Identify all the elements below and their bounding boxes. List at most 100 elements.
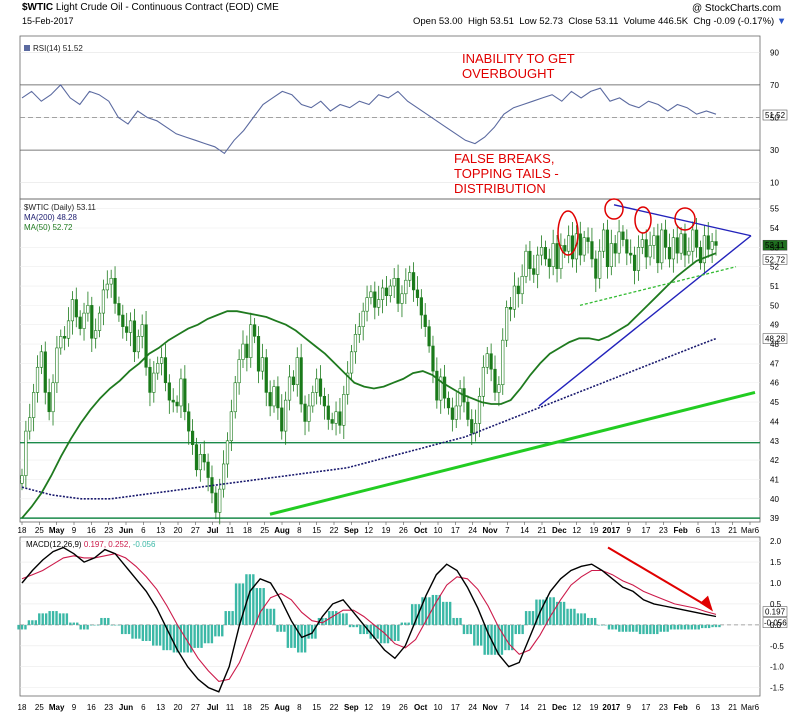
macd-hist-bar [528, 611, 531, 625]
x-tick-label: Oct [414, 526, 428, 535]
macd-hist-bar [469, 624, 473, 635]
macd-hist-bar [31, 620, 34, 625]
candle-body [249, 324, 253, 358]
candle-body [113, 277, 117, 304]
price-legend-symbol: $WTIC (Daily) 53.11 [24, 203, 96, 212]
macd-hist-bar [393, 624, 397, 641]
macd-hist-bar [269, 608, 272, 625]
macd-hist-bar [535, 599, 538, 625]
x-tick-label: 14 [520, 526, 529, 535]
macd-hist-bar [400, 622, 404, 625]
macd-hist-bar [386, 624, 390, 644]
macd-signal-line [21, 553, 717, 682]
macd-hist-bar [138, 624, 141, 639]
macd-hist-bar [117, 624, 120, 626]
x-tick-label: 24 [468, 526, 477, 535]
x-tick-label: 18 [18, 703, 27, 712]
candle-body [660, 229, 664, 264]
chg-label: Chg [693, 16, 711, 27]
last-close-value: 53.11 [765, 241, 785, 250]
macd-hist-bar [131, 624, 134, 639]
candle-body [508, 307, 513, 310]
macd-hist-bar [576, 613, 580, 625]
macd-hist-bar [200, 624, 203, 648]
macd-hist-bar [545, 597, 549, 625]
candle-body [435, 370, 439, 401]
macd-hist-bar [480, 624, 483, 646]
x-tick-label: 9 [72, 703, 77, 712]
candle-body [470, 419, 474, 434]
macd-hist-bar [714, 624, 718, 628]
macd-hist-bar [162, 624, 165, 651]
x-tick-label: Feb [674, 703, 688, 712]
candle-body [431, 345, 435, 372]
macd-hist-bar [276, 624, 279, 632]
x-tick-label: Sep [344, 526, 359, 535]
macd-hist-bar [155, 624, 158, 646]
macd-hist-bar [476, 624, 479, 646]
x-tick-label: 26 [399, 526, 408, 535]
candle-body [82, 312, 86, 329]
macd-hist-bar [100, 617, 103, 625]
high-value: 53.51 [490, 16, 514, 27]
candle-body [63, 336, 67, 339]
x-tick-label: 11 [226, 526, 235, 535]
instrument-name: Light Crude Oil - Continuous Contract (E… [55, 2, 279, 13]
macd-hist-bar [669, 624, 673, 630]
candle-body [516, 285, 520, 295]
x-tick-label: 26 [399, 703, 408, 712]
candle-body [617, 231, 621, 254]
macd-hist-bar [231, 611, 234, 625]
candle-body [392, 277, 396, 287]
candle-body [605, 229, 610, 267]
price-tick-label: 54 [770, 224, 779, 233]
ma50-legend: MA(50) 52.72 [24, 223, 73, 232]
macd-hist-bar [718, 624, 721, 628]
candle-body [710, 241, 714, 250]
candle-body [539, 247, 544, 256]
macd-hist-bar [376, 624, 379, 639]
x-tick-label: 23 [104, 703, 113, 712]
candle-body [268, 392, 272, 407]
candle-body [377, 299, 381, 308]
macd-hist-bar [562, 601, 566, 625]
macd-hist-bar [245, 574, 248, 625]
candle-body [551, 243, 555, 267]
candle-body [396, 277, 400, 304]
candle-body [443, 376, 447, 399]
candle-body [229, 411, 233, 442]
price-tick-label: 51 [770, 282, 779, 291]
chevron-down-icon[interactable]: ▼ [776, 16, 787, 27]
macd-legend-hist: -0.056 [133, 540, 156, 549]
candle-body [94, 330, 98, 339]
candle-body [621, 231, 625, 240]
macd-hist-bar [183, 624, 186, 653]
macd-hist-bar [390, 624, 393, 641]
candle-body [318, 378, 323, 397]
open-value: 53.00 [438, 16, 463, 27]
candle-body [493, 368, 497, 393]
macd-hist-bar [362, 624, 366, 635]
price-tick-label: 44 [770, 417, 779, 426]
x-tick-label: 23 [659, 703, 668, 712]
candle-body [423, 314, 427, 327]
macd-hist-last-value: -0.056 [764, 619, 787, 628]
macd-hist-bar [711, 624, 714, 628]
candle-body [315, 378, 319, 393]
macd-hist-bar [704, 624, 707, 629]
gridlines [20, 51, 760, 688]
macd-hist-bar [338, 613, 341, 625]
macd-hist-bar [286, 624, 290, 648]
macd-hist-bar [310, 624, 314, 639]
macd-hist-bar [431, 594, 435, 625]
candle-body [222, 463, 226, 490]
candle-body [276, 386, 280, 409]
candle-body [183, 378, 187, 413]
x-tick-label: 17 [642, 526, 651, 535]
macd-hist-bar [645, 624, 649, 635]
candle-body [311, 392, 315, 407]
macd-hist-bar [690, 624, 694, 630]
candle-body [582, 237, 586, 256]
last-ma200-value-box [762, 333, 788, 344]
macd-tick-label: -1.0 [770, 663, 784, 672]
